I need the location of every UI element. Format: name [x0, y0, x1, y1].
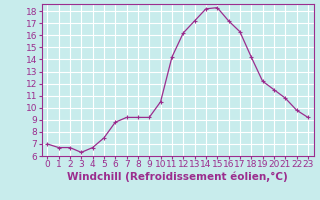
X-axis label: Windchill (Refroidissement éolien,°C): Windchill (Refroidissement éolien,°C) [67, 172, 288, 182]
